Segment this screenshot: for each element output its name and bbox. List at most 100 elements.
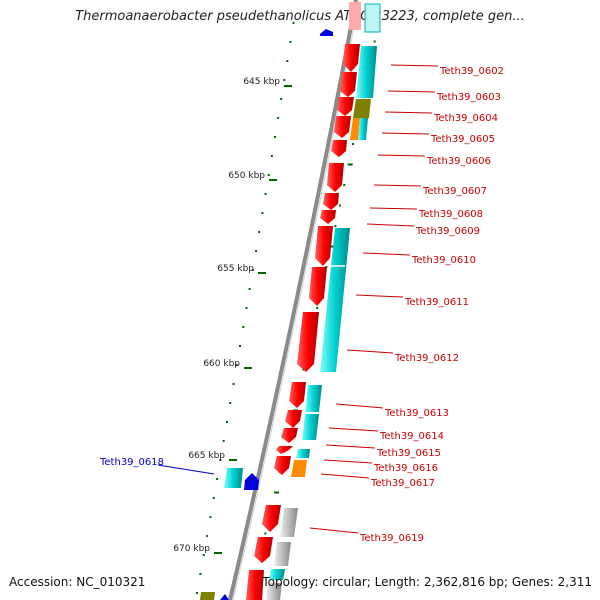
inner-tick: [229, 402, 232, 404]
gene-arrow: [343, 44, 360, 72]
grey-block: [274, 542, 291, 566]
inner-tick: [225, 421, 228, 423]
leader-line: [384, 111, 433, 114]
topology-label: Topology: circular; Length: 2,362,816 bp…: [262, 575, 592, 589]
gene-arrow: [323, 193, 339, 210]
gene-label: Teth39_0611: [404, 297, 469, 308]
gene-label: Teth39_0602: [439, 66, 504, 77]
gene-label: Teth39_0606: [426, 156, 491, 167]
inner-tick: [258, 231, 261, 233]
gene-arrow: [331, 140, 347, 157]
scale-major-tick: [269, 179, 277, 181]
scale-labels: 645 kbp 650 kbp 655 kbp 660 kbp 665 kbp 670 k…: [173, 77, 292, 554]
scale-label: 650 kbp: [228, 171, 265, 181]
scale-label: 660 kbp: [203, 359, 240, 369]
gene-arrow: [334, 116, 351, 138]
gene-label: Teth39_0603: [436, 92, 501, 103]
inner-tick: [209, 516, 212, 518]
inner-tick: [239, 345, 242, 347]
outer-tick: [343, 184, 346, 186]
inner-tick: [261, 212, 264, 214]
gene-label: Teth39_0618: [99, 457, 164, 468]
gene-arrow: [246, 570, 264, 600]
inner-tick: [206, 535, 209, 537]
inner-tick: [283, 79, 286, 81]
outer-tick: [273, 491, 279, 494]
gene-arrow: [262, 505, 281, 532]
inner-tick: [264, 193, 267, 195]
gene-label: Teth39_0605: [430, 134, 495, 145]
gene-arrow: [254, 537, 273, 563]
outer-tick: [338, 204, 341, 207]
scale-label: 665 kbp: [188, 451, 225, 461]
scale-major-tick: [244, 367, 252, 369]
inner-tick: [292, 22, 295, 24]
gene-label: Teth39_0604: [433, 113, 498, 124]
outer-tick: [373, 40, 376, 43]
leader-line: [390, 64, 439, 67]
inner-tick: [219, 459, 222, 461]
cds-block: [305, 385, 322, 412]
scale-major-tick: [214, 552, 222, 554]
leader-line: [366, 223, 415, 227]
inner-tick: [199, 573, 202, 575]
gene-label: Teth39_0608: [418, 209, 483, 220]
rna-block: [291, 460, 307, 477]
gene-label: Teth39_0619: [359, 533, 424, 544]
leader-line: [309, 527, 359, 534]
leader-line: [381, 132, 430, 135]
gene-label: Teth39_0615: [376, 448, 441, 459]
map-title: Thermoanaerobacter pseudethanolicus ATCC…: [75, 9, 525, 24]
leader-line: [328, 427, 379, 432]
gene-arrow: [309, 267, 327, 306]
gene-label: Teth39_0614: [379, 431, 444, 442]
inner-tick: [270, 155, 273, 157]
gene-label: Teth39_0609: [415, 226, 480, 237]
gene-label: Teth39_0613: [384, 408, 449, 419]
inner-tick: [235, 364, 238, 366]
inner-tick: [267, 174, 270, 176]
scale-major-tick: [229, 459, 237, 461]
reverse-cds-block: [224, 468, 243, 488]
outer-tick: [334, 225, 337, 227]
leader-line: [157, 464, 215, 475]
scale-major-tick: [258, 272, 266, 274]
gene-arrow: [297, 312, 319, 372]
inner-tick: [242, 326, 245, 328]
inner-tick-marks: [196, 22, 295, 594]
olive-block: [200, 592, 215, 600]
backbone-line: [228, 0, 358, 600]
gene-arrow: [289, 382, 306, 408]
gene-arrow: [337, 97, 354, 116]
gene-labels: Teth39_0602 Teth39_0603 Teth39_0604 Teth39_…: [99, 66, 504, 544]
inner-tick: [245, 307, 248, 309]
gene-label: Teth39_0616: [373, 463, 438, 474]
inner-tick: [212, 497, 215, 499]
gene-label: Teth39_0612: [394, 353, 459, 364]
rna-block: [350, 118, 360, 140]
reverse-gene-arrow: [244, 473, 259, 490]
reverse-gene-arrow: [320, 29, 333, 36]
inner-tick: [251, 269, 254, 271]
cds-block: [296, 449, 310, 458]
outer-tick: [329, 245, 335, 248]
cds-block: [364, 3, 381, 33]
leader-line: [377, 154, 426, 157]
gene-arrow: [274, 456, 291, 475]
leader-line: [387, 90, 436, 93]
inner-tick: [222, 440, 225, 442]
outer-tick: [347, 163, 353, 166]
grey-block: [266, 583, 282, 600]
gene-arrow: [340, 72, 357, 97]
inner-tick: [289, 41, 292, 43]
label-leader-lines: [157, 64, 439, 534]
leader-line: [346, 349, 394, 354]
leader-line: [373, 184, 422, 187]
leader-line: [325, 444, 376, 449]
gene-arrow: [327, 163, 344, 192]
accession-label: Accession: NC_010321: [9, 575, 146, 589]
cds-block: [358, 118, 368, 140]
leader-line: [320, 473, 370, 479]
leader-line: [323, 459, 373, 464]
cds-block: [356, 46, 377, 98]
